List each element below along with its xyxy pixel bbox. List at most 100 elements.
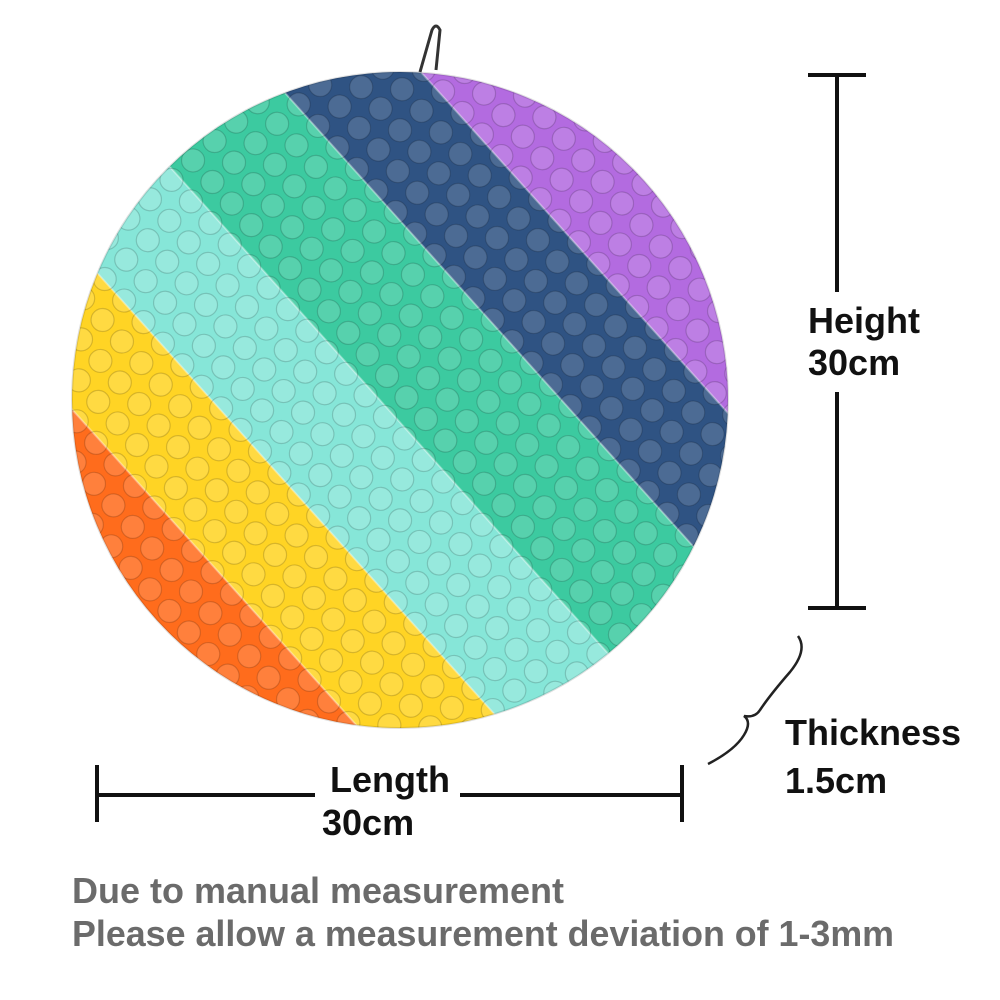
bubble — [277, 256, 303, 281]
bubble — [815, 506, 847, 538]
bubble — [744, 297, 776, 329]
bubble — [562, 702, 587, 727]
bubble — [256, 275, 281, 300]
bubble — [368, 486, 393, 511]
bubble — [711, 607, 728, 632]
bubble — [0, 401, 11, 433]
bubble — [221, 540, 247, 565]
bubble — [515, 737, 547, 769]
bubble — [510, 124, 535, 149]
bubble — [607, 232, 632, 257]
bubble — [204, 87, 229, 113]
bubble — [331, 402, 357, 427]
bubble — [482, 266, 507, 292]
bubble — [420, 674, 445, 699]
bubble — [41, 384, 73, 416]
bubble — [310, 422, 335, 447]
bubble — [176, 230, 201, 255]
bubble — [839, 446, 871, 478]
bubble — [342, 197, 367, 223]
bubble — [597, 437, 622, 462]
bubble — [213, 314, 238, 339]
bubble — [280, 605, 305, 630]
bubble — [431, 0, 463, 26]
bubble — [398, 693, 423, 718]
bubble — [101, 493, 126, 518]
bubble — [176, 620, 201, 645]
bubble — [265, 501, 290, 527]
bubble — [398, 303, 423, 328]
bubble — [107, 370, 132, 395]
bubble — [653, 542, 678, 567]
bubble — [709, 258, 728, 283]
bubble — [72, 368, 91, 393]
bubble — [109, 329, 135, 354]
bubble — [211, 355, 236, 380]
bubble — [271, 378, 296, 404]
bubble — [470, 817, 502, 849]
bubble — [560, 353, 585, 378]
bubble — [415, 366, 441, 391]
bubble — [410, 13, 442, 45]
bubble — [383, 200, 408, 225]
bubble — [435, 387, 460, 412]
bubble — [165, 435, 191, 460]
color-stripe — [72, 270, 482, 728]
bubble — [428, 510, 454, 535]
bubble — [275, 297, 301, 322]
bubble — [439, 305, 464, 330]
bubble — [152, 290, 178, 315]
bubble — [161, 516, 186, 542]
length-label: Length — [330, 759, 450, 800]
bubble — [347, 30, 379, 62]
bubble — [390, 77, 415, 102]
bubble — [388, 32, 420, 64]
bubble — [72, 264, 76, 289]
bubble — [366, 137, 391, 162]
bubble — [139, 146, 165, 171]
bubble — [0, 381, 32, 413]
bubble — [493, 452, 518, 477]
keyring — [418, 24, 442, 73]
bubble — [558, 393, 583, 419]
bubble — [508, 555, 533, 580]
bubble — [474, 430, 499, 455]
height-value: 30cm — [808, 342, 900, 383]
bubble — [512, 473, 538, 498]
bubble — [737, 420, 769, 452]
bubble — [735, 461, 767, 493]
bubble — [569, 579, 594, 604]
length-dimension: Length 30cm — [95, 759, 684, 843]
bubble — [347, 506, 372, 531]
bubble — [472, 471, 497, 496]
bubble — [325, 525, 350, 550]
bubble — [702, 381, 727, 406]
bubble — [670, 605, 695, 630]
bubble — [545, 639, 570, 664]
bubble — [752, 523, 784, 555]
bubble — [668, 646, 693, 671]
bubble — [429, 34, 461, 66]
bubble — [311, 726, 343, 758]
bubble — [484, 616, 510, 641]
bubble — [858, 467, 890, 499]
bubble — [407, 139, 432, 164]
bubble — [273, 338, 298, 363]
bubble — [4, 299, 36, 331]
bubble — [592, 519, 617, 544]
bubble — [243, 131, 268, 156]
bubble — [534, 454, 559, 479]
bubble — [590, 169, 615, 195]
bubble — [189, 374, 214, 399]
bubble — [678, 441, 704, 466]
bubble — [474, 735, 506, 767]
bubble — [480, 307, 505, 332]
stripe-edge — [306, 72, 728, 541]
bubble — [254, 706, 279, 728]
bubble — [551, 516, 576, 542]
bubble — [564, 271, 589, 296]
bubble — [491, 493, 516, 518]
bubble — [142, 495, 167, 520]
bubble — [390, 467, 415, 492]
bubble — [265, 111, 290, 136]
